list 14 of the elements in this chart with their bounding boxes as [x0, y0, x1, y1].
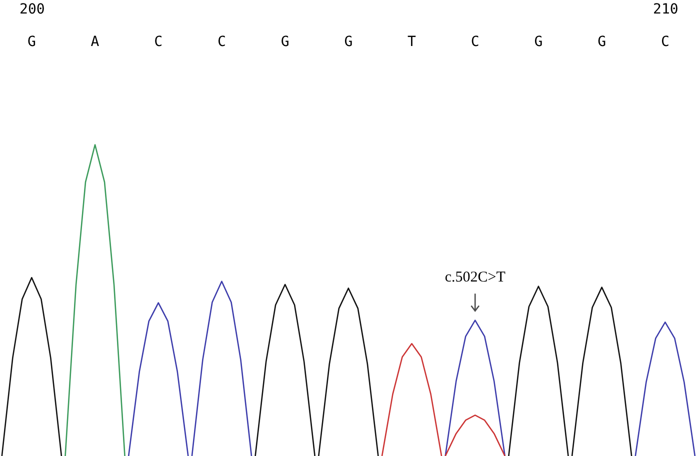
text: G — [27, 34, 36, 50]
text: G — [280, 34, 290, 50]
x-tick-label: 210 — [653, 2, 678, 18]
text: A — [90, 34, 100, 50]
x-tick-label: 200 — [20, 2, 45, 18]
text: G — [344, 34, 353, 50]
text: C — [218, 34, 226, 50]
annotation: c.502C>T — [444, 269, 506, 286]
text: C — [660, 34, 670, 50]
text: G — [598, 34, 606, 50]
text: T — [408, 34, 417, 50]
text: C — [470, 34, 480, 50]
text: G — [534, 34, 543, 50]
text: C — [154, 34, 163, 50]
